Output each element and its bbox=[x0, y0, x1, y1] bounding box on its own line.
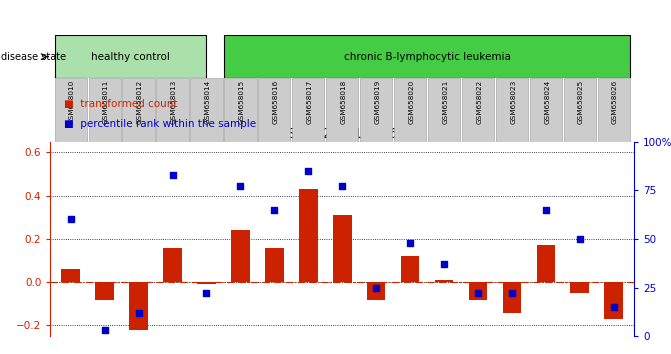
Bar bbox=[496, 78, 528, 142]
Bar bbox=[231, 230, 250, 282]
Point bbox=[167, 172, 178, 177]
Text: GSM658023: GSM658023 bbox=[510, 80, 516, 124]
Point bbox=[303, 168, 313, 173]
Text: GSM658026: GSM658026 bbox=[612, 80, 618, 124]
Bar bbox=[258, 78, 291, 142]
Text: GSM658015: GSM658015 bbox=[239, 80, 245, 124]
Bar bbox=[156, 78, 189, 142]
Text: GSM658025: GSM658025 bbox=[578, 80, 584, 124]
Point bbox=[337, 183, 348, 189]
Bar bbox=[163, 247, 182, 282]
Point bbox=[609, 304, 619, 310]
Text: GSM658021: GSM658021 bbox=[442, 80, 448, 124]
Bar bbox=[401, 256, 419, 282]
Bar bbox=[326, 78, 358, 142]
Point bbox=[540, 207, 551, 212]
Bar bbox=[299, 189, 317, 282]
Bar bbox=[54, 78, 87, 142]
Bar bbox=[428, 78, 460, 142]
Title: GDS3902 / 216596_at: GDS3902 / 216596_at bbox=[266, 127, 419, 141]
Point bbox=[574, 236, 585, 242]
Point bbox=[235, 183, 246, 189]
Bar bbox=[394, 78, 426, 142]
Bar bbox=[224, 35, 630, 78]
Text: disease state: disease state bbox=[1, 52, 66, 62]
Text: chronic B-lymphocytic leukemia: chronic B-lymphocytic leukemia bbox=[344, 52, 511, 62]
Text: ■  transformed count: ■ transformed count bbox=[64, 99, 177, 109]
Bar bbox=[564, 78, 596, 142]
Point bbox=[507, 291, 517, 296]
Text: GSM658018: GSM658018 bbox=[340, 80, 346, 124]
Bar bbox=[130, 282, 148, 330]
Bar bbox=[468, 282, 487, 299]
Text: GSM658019: GSM658019 bbox=[374, 80, 380, 124]
Point bbox=[99, 328, 110, 333]
Bar bbox=[61, 269, 80, 282]
Bar bbox=[333, 215, 352, 282]
Point bbox=[201, 291, 212, 296]
Text: GSM658010: GSM658010 bbox=[69, 80, 75, 124]
Text: GSM658011: GSM658011 bbox=[103, 80, 109, 124]
Bar bbox=[54, 35, 207, 78]
Bar bbox=[367, 282, 385, 299]
Point bbox=[134, 310, 144, 316]
Bar bbox=[95, 282, 114, 299]
Bar bbox=[191, 78, 223, 142]
Bar bbox=[537, 245, 555, 282]
Bar bbox=[197, 282, 216, 284]
Bar bbox=[89, 78, 121, 142]
Point bbox=[371, 285, 382, 290]
Point bbox=[65, 217, 76, 222]
Point bbox=[439, 261, 450, 267]
Bar bbox=[122, 78, 155, 142]
Text: GSM658016: GSM658016 bbox=[272, 80, 278, 124]
Bar bbox=[570, 282, 589, 293]
Bar bbox=[529, 78, 562, 142]
Text: GSM658024: GSM658024 bbox=[544, 80, 550, 124]
Text: GSM658013: GSM658013 bbox=[171, 80, 177, 124]
Text: GSM658022: GSM658022 bbox=[476, 80, 482, 124]
Point bbox=[405, 240, 415, 246]
Text: GSM658020: GSM658020 bbox=[409, 80, 415, 124]
Bar bbox=[462, 78, 494, 142]
Text: GSM658012: GSM658012 bbox=[137, 80, 143, 124]
Bar bbox=[292, 78, 324, 142]
Bar bbox=[598, 78, 630, 142]
Bar bbox=[224, 78, 256, 142]
Bar bbox=[605, 282, 623, 319]
Text: healthy control: healthy control bbox=[91, 52, 170, 62]
Bar bbox=[503, 282, 521, 313]
Bar bbox=[265, 247, 284, 282]
Bar bbox=[435, 280, 454, 282]
Point bbox=[472, 291, 483, 296]
Point bbox=[269, 207, 280, 212]
Bar bbox=[360, 78, 393, 142]
Text: ■  percentile rank within the sample: ■ percentile rank within the sample bbox=[64, 119, 256, 129]
Text: GSM658014: GSM658014 bbox=[205, 80, 211, 124]
Text: GSM658017: GSM658017 bbox=[307, 80, 313, 124]
